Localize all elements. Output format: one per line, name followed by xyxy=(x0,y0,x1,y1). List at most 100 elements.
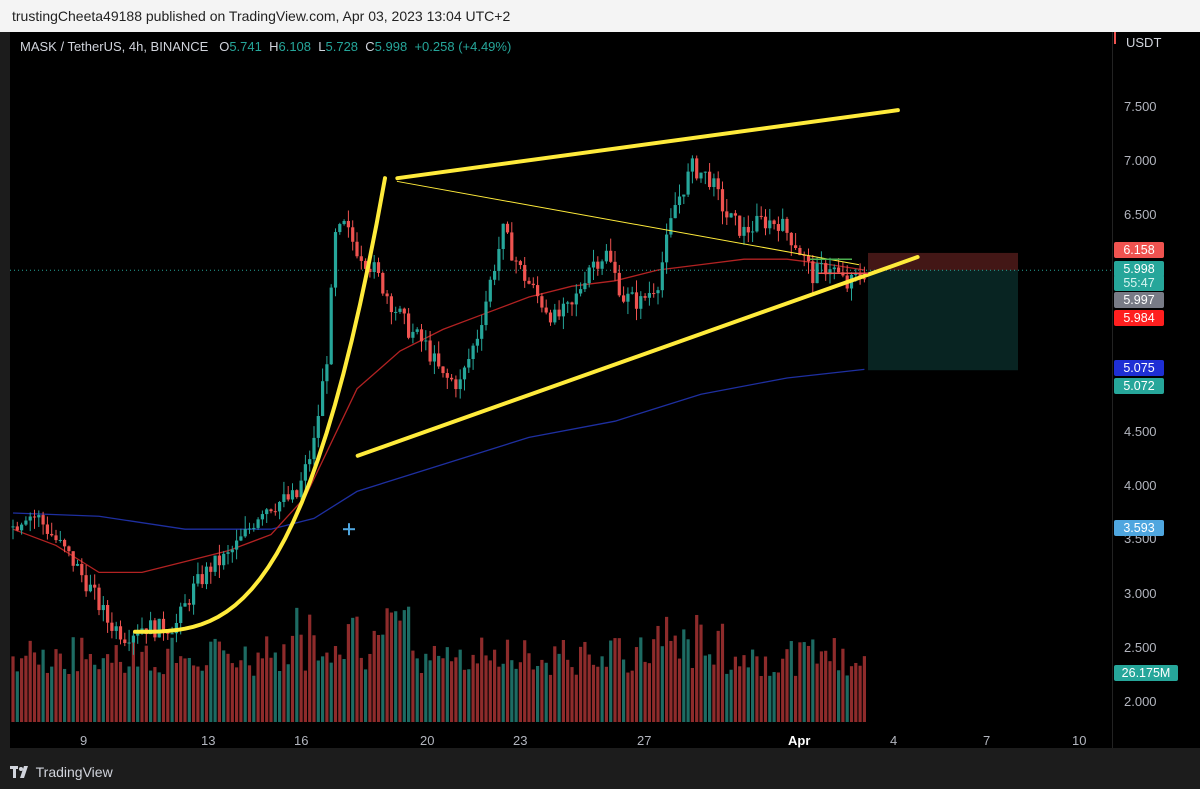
candle-body xyxy=(656,290,660,294)
volume-bar xyxy=(501,663,505,722)
candle-body xyxy=(669,218,673,235)
volume-bar xyxy=(540,659,544,722)
volume-bar xyxy=(265,636,269,722)
volume-bar xyxy=(355,616,359,722)
volume-bar xyxy=(183,658,187,722)
volume-bar xyxy=(217,641,221,722)
candle-body xyxy=(772,220,776,225)
volume-bar xyxy=(622,659,626,722)
footer: TradingView xyxy=(0,754,1200,789)
volume-bar xyxy=(174,663,178,722)
volume-bar xyxy=(376,634,381,722)
volume-bar xyxy=(329,662,333,722)
tradingview-logo[interactable]: TradingView xyxy=(10,764,113,780)
volume-bar xyxy=(849,666,854,722)
volume-bar xyxy=(673,635,677,722)
candle-body xyxy=(437,353,441,367)
candle-body xyxy=(71,551,75,566)
symbol-label: MASK / TetherUS, 4h, BINANCE xyxy=(20,39,209,54)
candle-body xyxy=(854,274,858,276)
chart-svg[interactable] xyxy=(10,32,1112,748)
volume-bar xyxy=(269,657,273,722)
volume-bar xyxy=(647,663,651,722)
candle-body xyxy=(97,587,101,611)
volume-bar xyxy=(561,639,565,722)
volume-bar xyxy=(24,655,28,722)
volume-bar xyxy=(316,660,320,722)
candle-body xyxy=(295,490,299,498)
candle-body xyxy=(742,226,746,236)
candle-body xyxy=(828,269,832,275)
volume-bar xyxy=(759,675,763,722)
candle-body xyxy=(510,232,514,261)
published-header: trustingCheeta49188 published on Trading… xyxy=(0,0,1200,32)
candle-body xyxy=(376,262,381,273)
volume-bar xyxy=(286,664,290,722)
candle-body xyxy=(695,158,699,179)
time-tick: 23 xyxy=(513,733,528,748)
volume-bar xyxy=(781,658,785,722)
volume-bar xyxy=(751,649,755,722)
candle-body xyxy=(480,325,484,339)
candle-body xyxy=(424,340,428,342)
candle-body xyxy=(37,515,41,518)
candle-body xyxy=(665,234,669,263)
candle-body xyxy=(333,232,338,288)
candle-body xyxy=(118,626,123,640)
price-tick: 4.000 xyxy=(1124,478,1157,493)
candle-body xyxy=(527,280,531,284)
volume-bar xyxy=(295,607,299,722)
time-tick: 20 xyxy=(420,733,435,748)
stop-price-badge: 6.158 xyxy=(1114,242,1164,258)
volume-bar xyxy=(243,646,247,722)
candle-body xyxy=(260,514,264,520)
volume-bar xyxy=(359,657,363,722)
candle-body xyxy=(127,642,131,644)
volume-bar xyxy=(123,672,127,722)
candle-body xyxy=(591,261,596,268)
candle-body xyxy=(303,464,307,481)
candle-body xyxy=(441,366,445,374)
candle-body xyxy=(381,272,385,294)
currency-label: USDT xyxy=(1126,35,1162,50)
volume-bar xyxy=(67,673,71,722)
volume-bar xyxy=(32,652,37,722)
volume-bar xyxy=(824,650,828,722)
volume-bar xyxy=(290,635,295,722)
volume-bar xyxy=(802,642,806,722)
candle-body xyxy=(157,618,161,638)
volume-bar xyxy=(58,653,62,722)
volume-bar xyxy=(785,649,789,722)
candle-body xyxy=(445,373,449,378)
candle-body xyxy=(587,267,591,284)
chart-area[interactable] xyxy=(10,32,1112,748)
candle-body xyxy=(88,584,92,592)
candle-body xyxy=(553,309,557,323)
volume-bar xyxy=(733,656,737,722)
volume-bar xyxy=(342,659,346,722)
volume-bar xyxy=(742,655,746,722)
candle-body xyxy=(536,285,540,297)
volume-bar xyxy=(548,674,553,722)
candle-body xyxy=(252,527,256,529)
candle-body xyxy=(200,574,204,585)
candle-body xyxy=(497,248,501,271)
close-label: C xyxy=(365,39,375,54)
volume-bar xyxy=(428,660,432,722)
candle-body xyxy=(716,178,720,190)
gray-price-badge: 5.997 xyxy=(1114,292,1164,308)
candle-body xyxy=(432,353,436,362)
candle-body xyxy=(806,255,811,262)
volume-bar xyxy=(579,646,583,722)
candle-body xyxy=(355,241,359,257)
volume-bar xyxy=(252,675,256,722)
open-label: O xyxy=(219,39,230,54)
volume-bar xyxy=(682,629,686,722)
candle-body xyxy=(600,261,604,269)
candle-body xyxy=(209,566,213,572)
candle-body xyxy=(514,260,518,262)
time-tick: 27 xyxy=(637,733,652,748)
candle-body xyxy=(862,278,866,280)
volume-bar xyxy=(118,661,123,722)
volume-bar xyxy=(333,646,338,722)
